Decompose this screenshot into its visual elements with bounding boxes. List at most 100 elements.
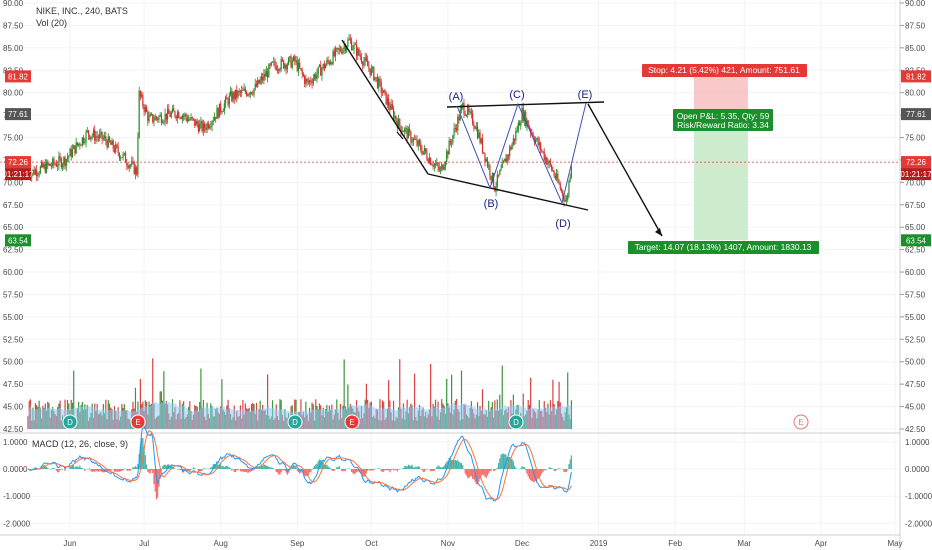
candle-body — [394, 116, 396, 119]
candle-body — [416, 139, 418, 146]
candle-body — [331, 62, 333, 65]
macd-histogram-bar — [283, 469, 285, 471]
candle-body — [308, 80, 311, 83]
macd-histogram-bar — [360, 469, 363, 474]
candle-body — [210, 126, 212, 128]
macd-histogram-bar — [84, 469, 86, 471]
candle-body — [389, 106, 391, 110]
price-tick-label: 55.00 — [905, 313, 926, 322]
macd-histogram-bar — [406, 466, 408, 469]
candle-body — [305, 78, 307, 84]
candle-body — [34, 169, 37, 175]
candle-body — [85, 131, 87, 143]
candle-body — [200, 121, 202, 124]
candle-body — [522, 107, 524, 121]
candle-body — [368, 66, 370, 69]
candle-body — [509, 147, 511, 156]
position-box[interactable] — [694, 76, 748, 241]
candle-body — [275, 65, 277, 71]
price-tick-label: 85.00 — [905, 44, 926, 53]
candle-body — [296, 60, 298, 71]
price-tick-label-left: 67.50 — [3, 201, 24, 210]
candle-body — [264, 73, 266, 77]
macd-histogram-bar — [544, 469, 547, 470]
candle-body — [486, 159, 489, 167]
macd-histogram-bar — [354, 469, 356, 474]
macd-histogram-bar — [271, 467, 274, 469]
candle-body — [74, 145, 76, 154]
macd-histogram-bar — [115, 469, 117, 472]
macd-histogram-bar — [132, 467, 134, 469]
macd-histogram-bar — [264, 465, 266, 469]
time-tick-label: Mar — [737, 539, 751, 548]
macd-histogram-bar — [458, 461, 460, 469]
candle-body — [464, 113, 466, 116]
macd-histogram-bar — [136, 467, 138, 469]
candle-body — [515, 130, 517, 141]
candle-body — [437, 163, 439, 167]
macd-histogram-bar — [557, 469, 559, 470]
candle-body — [476, 126, 479, 138]
pattern-drawings[interactable]: (A) (B) (C) (D) (E) — [341, 39, 663, 237]
candle-body — [473, 124, 475, 128]
macd-histogram-bar — [422, 469, 424, 473]
candle-body — [406, 128, 408, 139]
macd-histogram-bar — [165, 465, 167, 469]
volume-bar — [446, 378, 448, 429]
candle-body — [433, 164, 435, 167]
candle-body — [448, 140, 450, 155]
macd-histogram-bar — [310, 469, 312, 473]
candle-body — [443, 166, 445, 170]
candle-body — [549, 160, 552, 165]
macd-histogram-bar — [126, 469, 128, 471]
candle-body — [334, 48, 337, 57]
candle-body — [185, 114, 187, 118]
candle-body — [396, 120, 398, 128]
macd-histogram-bar — [380, 469, 382, 472]
price-tick-label: 87.50 — [905, 21, 926, 30]
volume-bar — [134, 387, 137, 429]
candle-body — [537, 138, 539, 146]
macd-histogram-bar — [416, 467, 418, 469]
price-tick-label: 65.00 — [905, 223, 926, 232]
macd-histogram-bar — [443, 465, 445, 469]
event-letter: D — [513, 418, 519, 427]
candle-body — [228, 95, 230, 105]
candle-body — [105, 136, 107, 142]
macd-histogram-bar — [565, 469, 568, 472]
candle-body — [320, 64, 322, 76]
macd-histogram-bar — [404, 465, 406, 469]
macd-histogram-bar — [121, 469, 123, 471]
macd-histogram-bar — [386, 469, 389, 471]
price-tick-label-left: 47.50 — [3, 380, 24, 389]
macd-histogram-bar — [496, 467, 498, 469]
candle-body — [181, 115, 183, 119]
candle-body — [89, 135, 91, 140]
candle-body — [107, 136, 109, 148]
symbol-title: NIKE, INC., 240, BATS — [36, 6, 128, 16]
candle-body — [202, 123, 204, 132]
macd-histogram-bar — [423, 469, 426, 472]
candle-body — [192, 118, 195, 120]
candle-body — [562, 190, 564, 197]
candle-body — [201, 121, 203, 132]
candle-body — [242, 89, 244, 91]
candle-body — [379, 78, 381, 82]
candle-body — [384, 90, 386, 92]
time-tick-label: Dec — [515, 539, 529, 548]
candle-body — [300, 68, 302, 70]
macd-histogram-bar — [448, 458, 450, 469]
candle-body — [239, 91, 242, 93]
candle-body — [386, 98, 389, 105]
macd-histogram-bar — [255, 468, 258, 469]
risk-reward-label: Risk/Reward Ratio: 3.34 — [677, 120, 769, 130]
candle-body — [40, 162, 43, 167]
macd-histogram-bar — [248, 469, 250, 473]
candle-body — [425, 148, 427, 153]
macd-histogram-bar — [392, 469, 395, 471]
macd-histogram-bar — [260, 464, 263, 469]
candle-body — [96, 136, 98, 138]
candle-body — [218, 103, 221, 118]
